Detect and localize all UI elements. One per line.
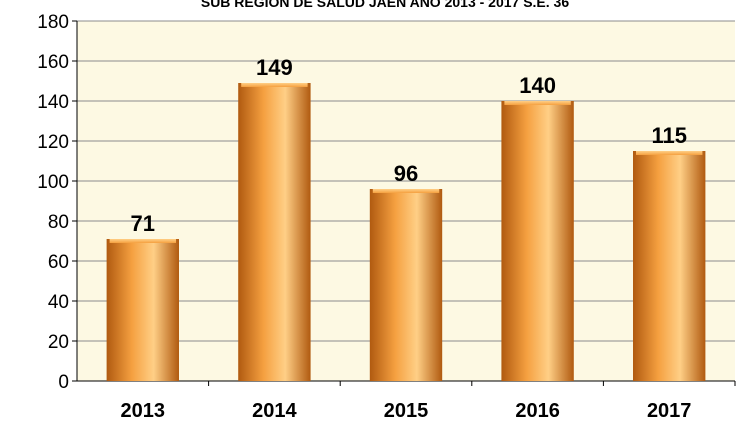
y-tick-label: 140 [37,92,69,113]
data-label: 96 [394,161,418,186]
y-tick-label: 0 [58,372,69,393]
x-category-label: 2013 [121,400,166,422]
bar-cap [109,239,176,243]
bar [238,83,311,381]
y-tick-label: 80 [48,212,69,233]
x-category-label: 2016 [515,400,560,422]
bar-cap [372,189,440,193]
bar-cap [241,83,308,87]
y-tick-label: 60 [48,252,69,273]
y-tick-label: 120 [37,132,69,153]
data-label: 71 [131,211,155,236]
labels: 0 20 40 60 80 100 120 140 160 180 71 2013 149 2014 96 2… [37,12,691,422]
bar [369,189,443,381]
data-label: 140 [519,73,556,98]
y-tick-label: 160 [37,52,69,73]
y-tick-label: 100 [37,172,69,193]
x-category-label: 2014 [252,400,297,422]
bar-cap [504,101,571,105]
bars [106,83,706,381]
bar [633,151,706,381]
bar [106,239,179,381]
y-tick-label: 180 [37,12,69,33]
y-tick-label: 40 [48,292,69,313]
bar-cap [636,151,703,155]
x-category-label: 2015 [384,400,429,422]
data-label: 149 [256,55,293,80]
chart-title: SUB REGION DE SALUD JAEN AÑO 2013 - 2017… [201,0,569,10]
data-label: 115 [651,123,687,148]
y-tick-label: 20 [48,332,69,353]
bar [501,101,574,381]
x-category-label: 2017 [647,400,692,422]
